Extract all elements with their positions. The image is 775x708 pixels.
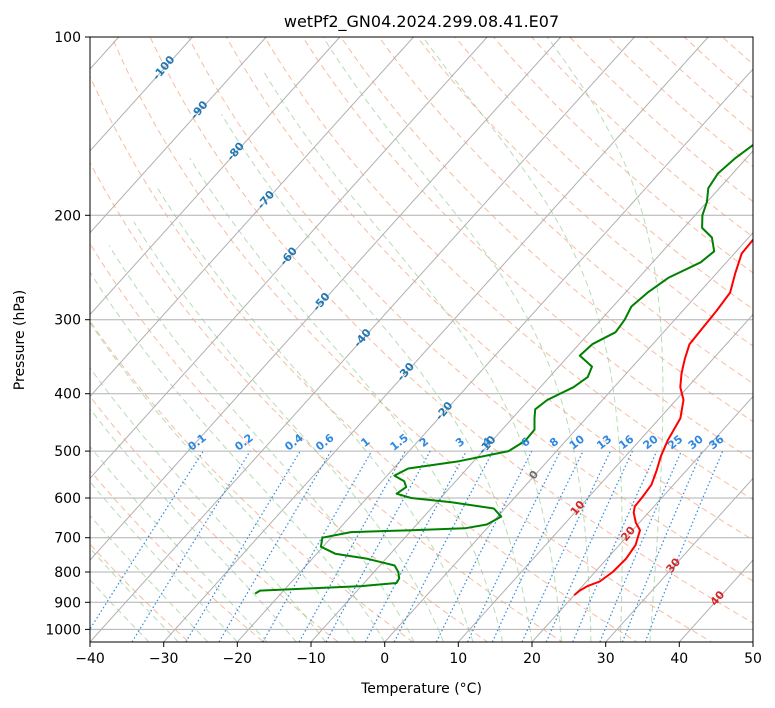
x-tick-label: 20 (523, 651, 541, 667)
mixing-ratio-line (393, 450, 494, 642)
mixing-ratio-line (218, 450, 332, 642)
dry-adiabat-line (187, 37, 753, 582)
mixing-ratio-line (644, 450, 724, 642)
x-axis: −40 −30 −20 −10 0 10 20 30 40 50 (75, 642, 762, 667)
mixing-ratio-line (491, 450, 584, 642)
moist-adiabat-line (90, 481, 238, 642)
x-tick-label: 10 (449, 651, 467, 667)
mixing-ratio-line (621, 450, 703, 642)
y-tick-label: 200 (54, 208, 81, 224)
isotherm-line (90, 37, 341, 316)
x-tick-label: −10 (296, 651, 326, 667)
y-tick-label: 500 (54, 444, 81, 460)
y-tick-label: 400 (54, 387, 81, 403)
x-tick-label: −30 (149, 651, 179, 667)
isotherm-line (384, 232, 753, 642)
moist-adiabat-line (90, 367, 327, 642)
moist-adiabat-line (108, 245, 415, 642)
dry-adiabat-line (90, 242, 489, 642)
isotherm-line (90, 37, 193, 152)
moist-adiabat-line (90, 445, 268, 642)
isotherm-line (90, 37, 488, 480)
moist-adiabat-line (133, 221, 445, 642)
mixing-ratio-line (185, 450, 301, 642)
dry-adiabat-line (263, 37, 753, 501)
series-group (254, 143, 753, 596)
grid (90, 37, 753, 642)
mixing-ratio-line (599, 450, 682, 642)
dry-adiabat-line (111, 37, 713, 642)
moist-adiabat-line (157, 187, 474, 642)
moist-adiabat-line (422, 37, 623, 642)
mixing-ratio-line (466, 450, 561, 642)
isotherm-line (90, 37, 414, 398)
x-tick-label: −40 (75, 651, 105, 667)
mixing-ratio-line (364, 450, 467, 642)
y-tick-label: 700 (54, 531, 81, 547)
dry-adiabat-line (454, 37, 753, 310)
x-tick-label: 50 (744, 651, 762, 667)
mixing-ratio-line (521, 450, 611, 642)
y-tick-label: 800 (54, 565, 81, 581)
isotherm-line (457, 313, 753, 642)
y-tick-label: 600 (54, 491, 81, 507)
moist-adiabat-line (90, 272, 386, 642)
x-axis-label: Temperature (°C) (360, 681, 482, 697)
isotherm-line (90, 37, 562, 561)
moist-adiabat-line (90, 407, 297, 642)
x-tick-label: 30 (597, 651, 615, 667)
y-axis-label: Pressure (hPa) (12, 290, 28, 390)
y-tick-label: 900 (54, 595, 81, 611)
plot-frame (89, 36, 754, 643)
x-tick-label: 40 (670, 651, 688, 667)
mixing-ratio-line (545, 450, 634, 642)
background-lines (90, 37, 753, 642)
x-tick-label: 0 (380, 651, 389, 667)
mixing-ratio-line (572, 450, 658, 642)
dry-adiabat-line (149, 37, 753, 624)
y-tick-label: 100 (54, 30, 81, 46)
isotherm-line (90, 37, 635, 642)
isotherm-line (163, 37, 709, 642)
chart-title: wetPf2_GN04.2024.299.08.41.E07 (284, 12, 559, 32)
dry-adiabat-line (90, 75, 638, 642)
y-tick-label: 300 (54, 313, 81, 329)
isotherm-line (605, 477, 753, 642)
mixing-ratio-line (90, 450, 204, 631)
y-tick-label: 1000 (45, 622, 81, 638)
y-axis: 100 200 300 400 500 600 700 800 900 1000 (45, 30, 90, 638)
dry-adiabat-line (302, 37, 753, 461)
moist-adiabat-line (546, 37, 664, 642)
temperature-profile-line (573, 238, 753, 596)
mixing-ratio-lines (90, 450, 724, 642)
mixing-ratio-line (435, 450, 533, 642)
isotherm-line (90, 37, 267, 234)
moist-adiabat-line (322, 37, 592, 642)
dry-adiabat-line (90, 543, 190, 642)
moist-adiabat-line (90, 322, 356, 642)
isotherm-line (310, 150, 753, 642)
moist-adiabat-line (264, 72, 562, 642)
x-tick-label: −20 (223, 651, 253, 667)
dry-adiabat-line (90, 161, 564, 642)
dewpoint-profile-line (254, 143, 753, 595)
moist-adiabat-line (90, 514, 209, 642)
moist-adiabat-line (221, 113, 533, 642)
isotherm-line (236, 68, 753, 642)
isotherm-line (531, 395, 753, 642)
dry-adiabat-line (90, 320, 414, 642)
